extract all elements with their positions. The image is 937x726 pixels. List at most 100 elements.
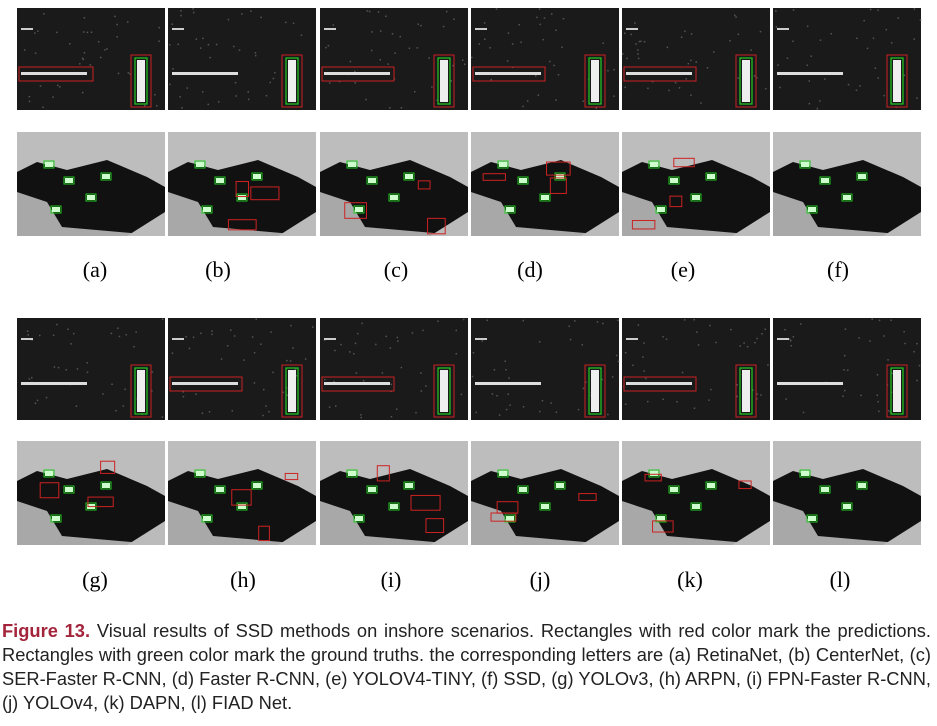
speckle [637,324,640,326]
ship [102,483,110,488]
gt-box [403,172,415,181]
speckle [842,395,844,397]
speckle [511,43,514,45]
speckle [179,96,181,98]
speckle [247,98,250,101]
speckle [34,32,36,34]
ship [440,60,448,102]
speckle [792,336,795,338]
speckle [916,379,918,382]
speckle [574,320,576,322]
speckle [86,371,89,374]
speckle [52,334,55,337]
speckle [844,328,847,330]
ship [475,72,541,75]
speckle [368,10,371,13]
speckle [69,43,71,45]
speckle [913,8,916,10]
pred-box [652,520,674,533]
land [278,212,316,236]
speckle [233,335,236,337]
pred-box [433,364,455,418]
speckle [643,40,646,43]
speckle [437,320,439,322]
speckle [254,54,257,57]
speckle [182,395,185,398]
speckle [486,319,488,322]
speckle [180,14,182,17]
speckle [475,411,477,414]
pred-box [427,217,446,235]
inshore-image [17,441,165,545]
land [127,212,165,236]
speckle [81,57,84,60]
speckle [506,60,509,62]
speckle [644,377,647,380]
land [622,132,770,187]
speckle [792,40,794,43]
speckle [802,411,805,414]
speckle [690,94,692,97]
gt-box [201,514,213,523]
speckle [155,104,158,107]
ship [475,382,541,385]
speckle [408,47,411,50]
speckle [294,368,297,371]
speckle [334,349,336,352]
speckle [685,78,687,80]
speckle [607,413,609,416]
speckle [453,18,455,20]
land [471,192,619,236]
speckle [192,11,195,14]
speckle [370,49,373,52]
speckle [211,330,213,332]
speckle [844,389,846,392]
speckle [584,381,587,384]
land [430,521,468,545]
speckle [874,67,877,69]
speckle [172,68,174,70]
speckle [431,86,433,88]
ship [556,174,564,179]
speckle [349,351,351,353]
speckle [338,80,341,83]
ship [368,178,376,183]
sea-image [471,318,620,420]
pred-box [100,460,116,474]
speckle [569,338,572,341]
figure-caption: Figure 13. Visual results of SSD methods… [2,619,931,715]
sea-image [773,318,921,420]
speckle [251,336,254,338]
speckle [471,375,474,378]
speckle [522,105,524,108]
speckle [883,335,885,337]
speckle [767,364,769,366]
sea-image [17,8,165,110]
speckle [417,23,420,25]
speckle [753,75,756,77]
gt-box [504,205,516,214]
speckle [806,25,809,28]
ship [893,60,901,102]
land [320,192,468,236]
ship [216,487,224,492]
gt-box [856,172,868,181]
speckle [759,30,762,33]
ship [692,504,700,509]
gt-box [497,469,509,478]
gt-box [668,176,680,185]
speckle [869,340,871,342]
speckle [292,347,294,349]
speckle [111,383,113,385]
speckle [286,359,288,362]
pred-box [321,376,395,392]
speckle [489,47,491,49]
speckle [354,70,356,73]
speckle [876,394,879,396]
pred-box [886,364,908,418]
speckle [79,63,81,65]
speckle [99,56,102,59]
speckle [522,406,525,408]
land [168,501,316,545]
gt-box [890,57,904,105]
